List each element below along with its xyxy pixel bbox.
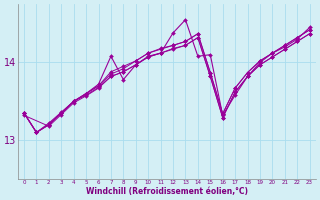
X-axis label: Windchill (Refroidissement éolien,°C): Windchill (Refroidissement éolien,°C) — [86, 187, 248, 196]
